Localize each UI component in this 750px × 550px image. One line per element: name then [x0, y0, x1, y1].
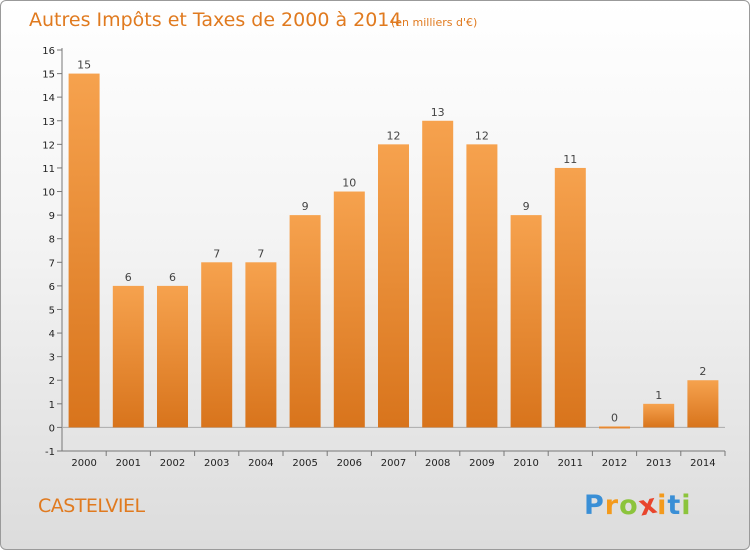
bar-2014: [687, 380, 719, 428]
y-tick-label: 10: [42, 188, 55, 199]
y-tick-label: 15: [42, 70, 55, 81]
data-label-2012: 0: [611, 411, 618, 424]
data-label-2009: 12: [475, 129, 489, 142]
bar-2007: [378, 144, 409, 428]
bar-2010: [510, 215, 542, 428]
y-tick-label: 8: [49, 235, 55, 246]
logo-letter: t: [667, 490, 682, 521]
y-tick-label: 11: [42, 164, 55, 175]
x-tick-label-2010: 2010: [513, 458, 538, 469]
bar-2001: [112, 285, 144, 428]
data-label-2001: 6: [125, 271, 132, 284]
x-tick-label-2003: 2003: [204, 458, 229, 469]
logo-letter: i: [681, 490, 692, 521]
x-tick-label-2012: 2012: [602, 458, 627, 469]
x-tick-label-2001: 2001: [116, 458, 141, 469]
data-label-2010: 9: [523, 200, 530, 213]
bar-2002: [157, 285, 188, 428]
data-label-2008: 13: [431, 106, 445, 119]
y-tick-label: 1: [49, 400, 55, 411]
y-tick-label: -1: [45, 447, 55, 458]
chart-subtitle: (en milliers d'€): [391, 16, 477, 29]
bar-2000: [68, 73, 100, 428]
commune-name: CASTELVIEL: [38, 495, 145, 517]
data-label-2002: 6: [169, 271, 176, 284]
bar-2006: [333, 191, 365, 428]
y-tick-label: 13: [42, 117, 55, 128]
logo-letter: P: [584, 490, 605, 521]
data-label-2003: 7: [213, 247, 220, 260]
x-tick-label-2009: 2009: [469, 458, 494, 469]
y-tick-label: 7: [49, 258, 55, 269]
bar-2009: [466, 144, 498, 428]
y-tick-label: 0: [49, 423, 55, 434]
bar-2005: [289, 215, 321, 428]
data-label-2005: 9: [302, 200, 309, 213]
data-label-2007: 12: [387, 129, 401, 142]
data-label-2011: 11: [563, 153, 577, 166]
x-tick-label-2005: 2005: [292, 458, 317, 469]
data-label-2004: 7: [257, 247, 264, 260]
x-tick-labels: 2000 2001 2002 2003 2004 2005 2006 2007 2008 2009…: [71, 451, 726, 469]
bar-2011: [554, 167, 586, 428]
y-tick-label: 12: [42, 140, 55, 151]
y-tick-label: 14: [42, 93, 55, 104]
y-tick-label: 3: [49, 353, 55, 364]
logo-letter: i: [657, 490, 668, 521]
y-tick-label: 4: [49, 329, 55, 340]
bar-2004: [245, 262, 277, 428]
y-tick-label: 6: [49, 282, 55, 293]
x-tick-label-2002: 2002: [160, 458, 185, 469]
data-label-2014: 2: [699, 365, 706, 378]
logo-letter: o: [619, 490, 639, 521]
y-tick-label: 5: [49, 305, 55, 316]
x-tick-label-2014: 2014: [690, 458, 715, 469]
x-tick-label-2004: 2004: [248, 458, 273, 469]
logo-letter: r: [604, 490, 620, 521]
data-label-2013: 1: [655, 389, 662, 402]
y-tick-label: 9: [49, 211, 55, 222]
data-label-2000: 15: [77, 59, 91, 72]
bar-2008: [422, 120, 454, 428]
x-tick-label-2013: 2013: [646, 458, 671, 469]
chart-title: Autres Impôts et Taxes de 2000 à 2014: [29, 9, 402, 31]
data-label-2006: 10: [342, 177, 356, 190]
bar-2012: [599, 426, 630, 429]
bar-2003: [201, 262, 233, 428]
bar-2013: [643, 403, 675, 428]
x-tick-label-2008: 2008: [425, 458, 450, 469]
proxiti-logo: Proxiti: [584, 488, 692, 522]
y-tick-label: 16: [42, 46, 55, 57]
x-tick-label-2007: 2007: [381, 458, 406, 469]
x-tick-label-2011: 2011: [558, 458, 583, 469]
y-tick-label: 2: [49, 376, 55, 387]
x-tick-label-2006: 2006: [337, 458, 362, 469]
x-tick-label-2000: 2000: [71, 458, 96, 469]
